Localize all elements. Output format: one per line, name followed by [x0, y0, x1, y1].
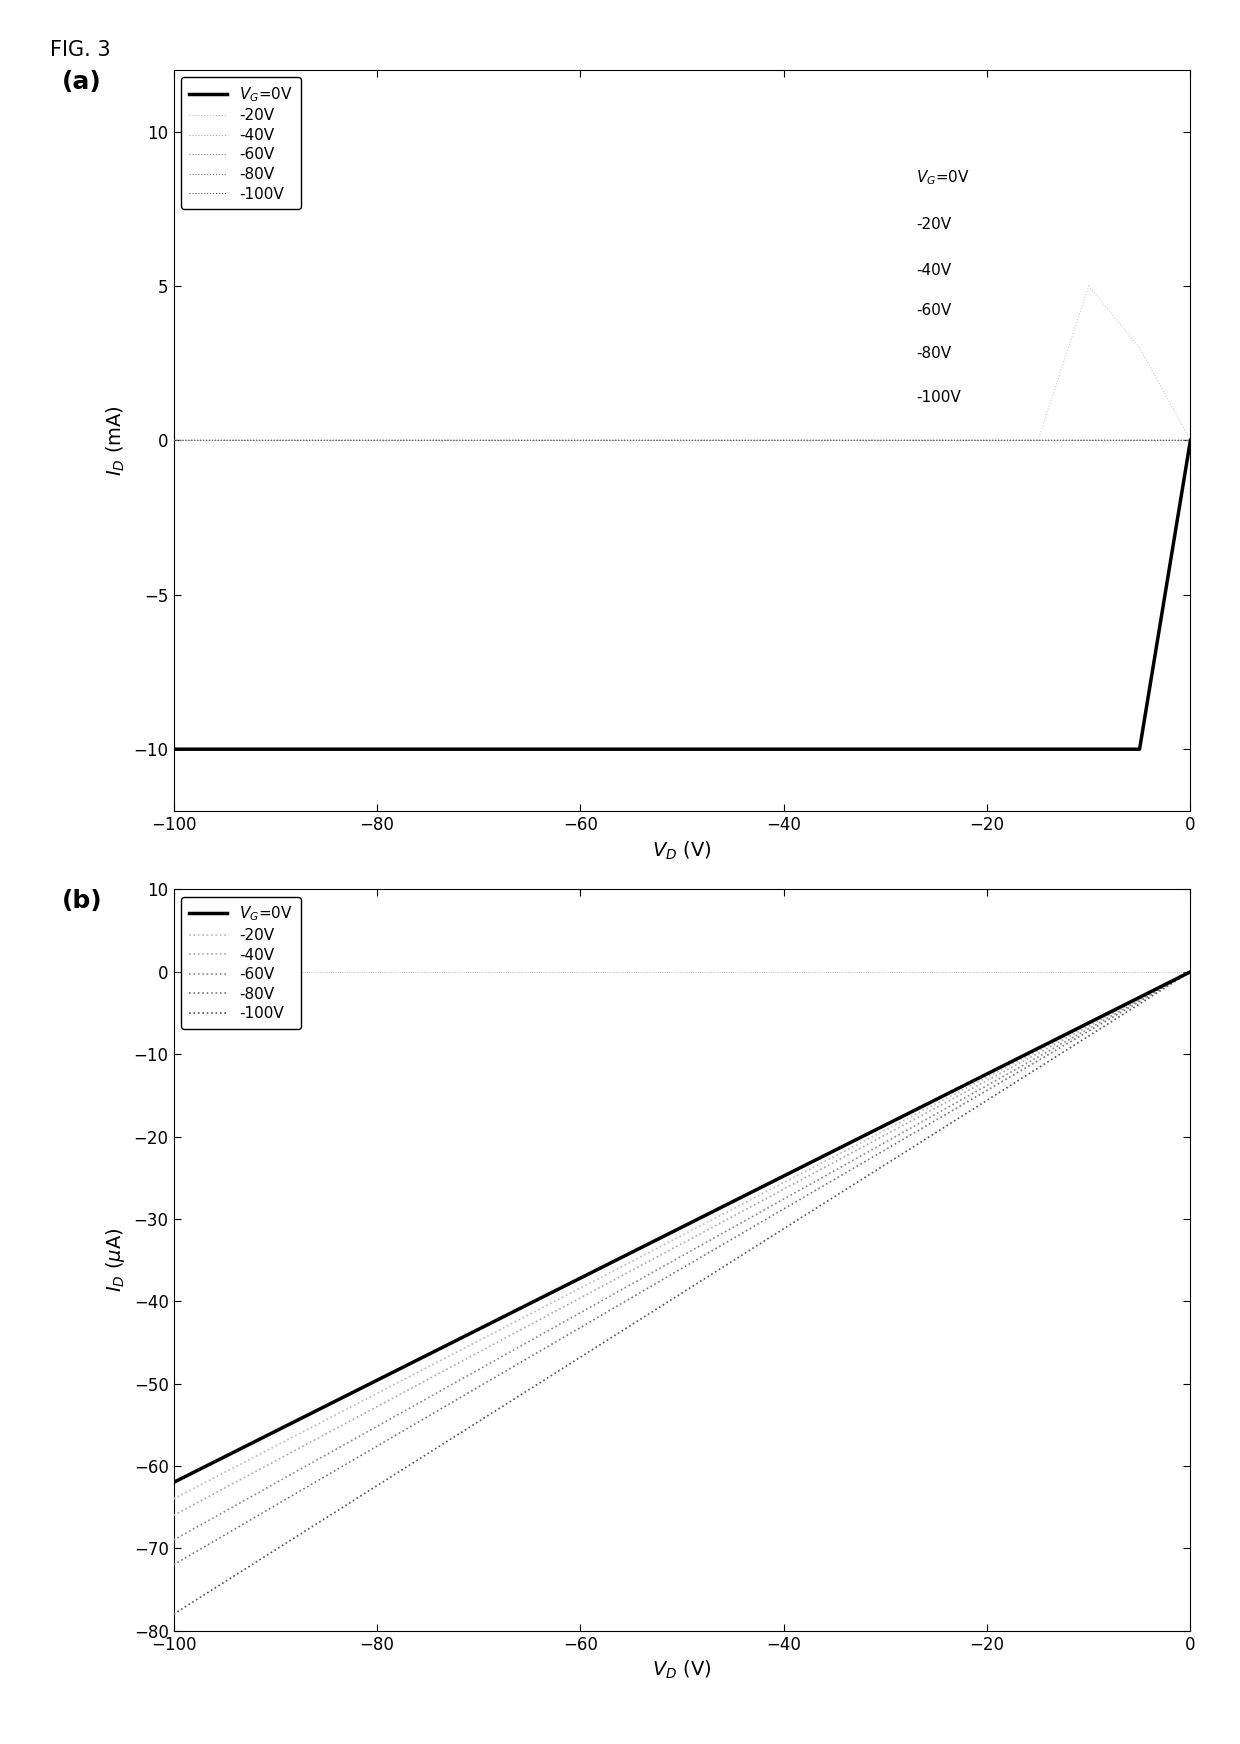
Text: -80V: -80V	[916, 347, 951, 361]
Text: $V_G$=0V: $V_G$=0V	[916, 169, 970, 187]
X-axis label: $V_D$ (V): $V_D$ (V)	[652, 1659, 712, 1681]
Y-axis label: $I_D$ (mA): $I_D$ (mA)	[104, 405, 126, 476]
Text: -60V: -60V	[916, 303, 951, 317]
Text: -40V: -40V	[916, 263, 951, 277]
Text: FIG. 3: FIG. 3	[50, 40, 110, 59]
Legend: $V_G$=0V, -20V, -40V, -60V, -80V, -100V: $V_G$=0V, -20V, -40V, -60V, -80V, -100V	[181, 77, 301, 209]
Text: -100V: -100V	[916, 389, 961, 405]
Text: -20V: -20V	[916, 216, 951, 232]
Legend: $V_G$=0V, -20V, -40V, -60V, -80V, -100V: $V_G$=0V, -20V, -40V, -60V, -80V, -100V	[181, 896, 301, 1029]
X-axis label: $V_D$ (V): $V_D$ (V)	[652, 839, 712, 862]
Text: (b): (b)	[62, 889, 103, 914]
Y-axis label: $I_D$ ($\mu$A): $I_D$ ($\mu$A)	[104, 1228, 126, 1292]
Text: (a): (a)	[62, 70, 102, 94]
